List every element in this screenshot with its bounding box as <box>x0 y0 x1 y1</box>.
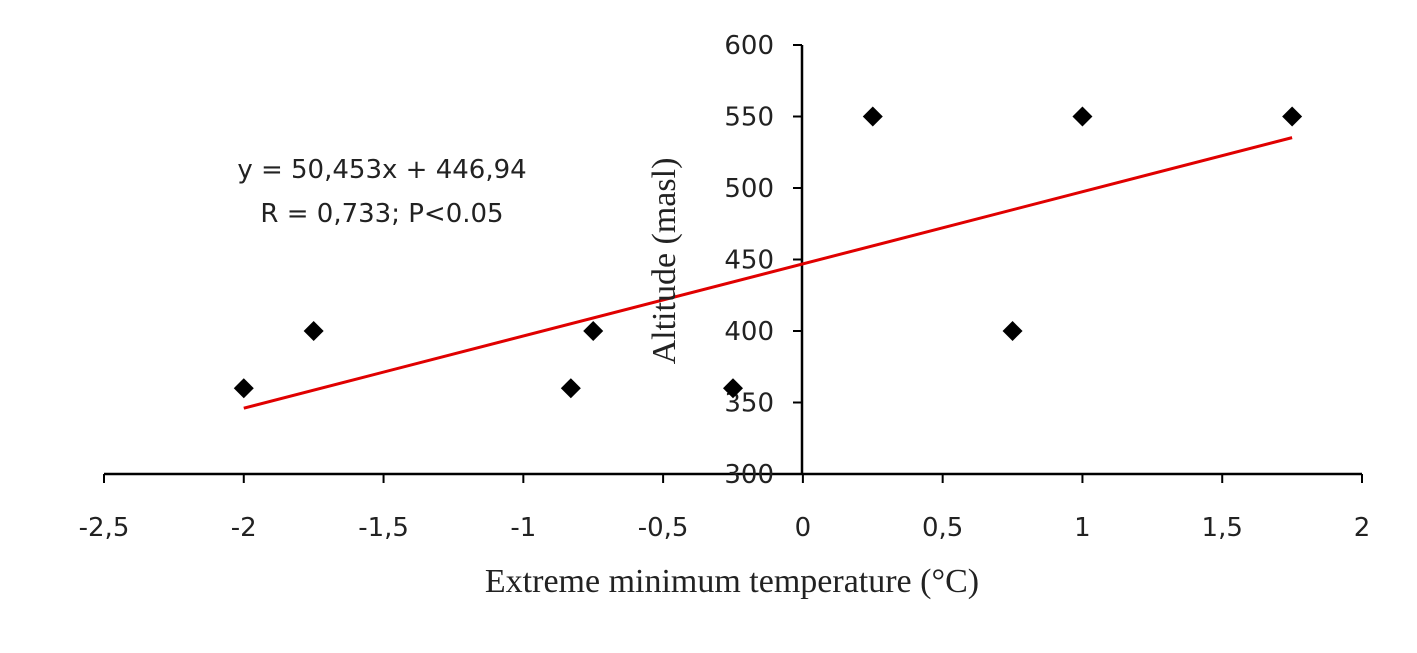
data-point <box>560 378 581 399</box>
r-p-annotation: R = 0,733; P<0.05 <box>260 199 503 229</box>
x-axis-ticks: -2,5 -2 -1,5 -1 -0,5 0 0,5 1 1,5 2 <box>79 474 1371 543</box>
y-tick-label: 600 <box>724 31 774 61</box>
y-tick-label: 550 <box>724 103 774 133</box>
data-point <box>303 321 324 341</box>
data-point <box>1002 321 1023 341</box>
trendline-group <box>243 136 1293 410</box>
y-tick-label: 300 <box>724 460 774 490</box>
x-tick-label: -0,5 <box>638 513 689 543</box>
equation-annotation: y = 50,453x + 446,94 <box>237 155 526 185</box>
x-tick-label: 1 <box>1074 513 1091 543</box>
x-tick-label: -1,5 <box>358 513 409 543</box>
trendline <box>243 136 1293 410</box>
data-point <box>583 321 604 341</box>
y-axis-title: Altitude (masl) <box>646 158 683 365</box>
x-tick-label: -1 <box>510 513 536 543</box>
x-tick-label: 0,5 <box>922 513 963 543</box>
y-tick-label: 450 <box>724 246 774 276</box>
y-tick-label: 400 <box>724 317 774 347</box>
data-point <box>723 378 743 399</box>
data-point <box>862 106 883 127</box>
x-tick-label: 0 <box>795 513 812 543</box>
data-point <box>1282 106 1303 127</box>
x-tick-label: 2 <box>1354 513 1371 543</box>
data-points <box>233 106 1303 399</box>
x-tick-label: -2 <box>231 513 257 543</box>
x-tick-label: -2,5 <box>79 513 130 543</box>
y-tick-label: 500 <box>724 174 774 204</box>
data-point <box>1072 106 1093 127</box>
x-tick-label: 1,5 <box>1202 513 1243 543</box>
data-point <box>233 378 254 399</box>
x-axis-title: Extreme minimum temperature (°C) <box>485 563 979 600</box>
